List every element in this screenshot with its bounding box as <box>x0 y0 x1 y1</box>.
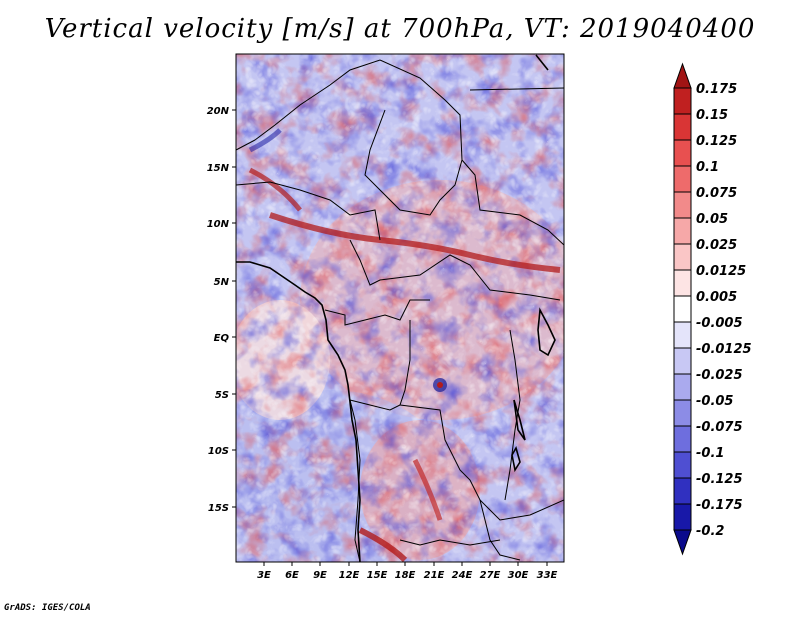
colorbar-segment <box>673 113 692 141</box>
lon-tick-label: 3E <box>257 570 271 581</box>
lat-tick-label: 15S <box>208 503 229 514</box>
colorbar-segment <box>673 503 692 531</box>
colorbar-label: 0.05 <box>696 212 728 227</box>
lat-tick-label: 5S <box>215 390 229 401</box>
colorbar-segment <box>673 451 692 479</box>
coastline <box>236 54 556 562</box>
colorbar-segment <box>673 477 692 505</box>
colorbar-label: -0.005 <box>696 316 743 331</box>
colorbar-segment <box>673 191 692 219</box>
colorbar-segment <box>673 217 692 245</box>
lon-tick-label: 33E <box>537 570 558 581</box>
colorbar: 0.175 0.15 0.125 0.1 0.075 0.05 0.025 0.0125 0.0… <box>673 62 752 556</box>
longitude-axis: 3E 6E 9E 12E 15E 18E 21E 24E 27E 30E 33E <box>257 562 558 581</box>
vertical-velocity-field <box>236 54 564 562</box>
colorbar-segment <box>673 373 692 401</box>
lon-tick-label: 21E <box>424 570 445 581</box>
lat-tick-label: 15N <box>207 163 230 174</box>
colorbar-label: -0.075 <box>696 420 743 435</box>
map-frame <box>235 53 565 563</box>
lon-tick-label: 6E <box>285 570 299 581</box>
chart-title: Vertical velocity [m/s] at 700hPa, VT: 2… <box>44 14 756 44</box>
colorbar-label: 0.125 <box>696 134 737 149</box>
colorbar-label: 0.0125 <box>696 264 746 279</box>
lon-tick-label: 30E <box>508 570 529 581</box>
colorbar-segment <box>673 347 692 375</box>
colorbar-label: 0.1 <box>696 160 719 175</box>
lon-tick-label: 12E <box>339 570 360 581</box>
colorbar-label: 0.025 <box>696 238 737 253</box>
latitude-axis: 20N 15N 10N 5N EQ 5S 10S 15S <box>207 106 236 514</box>
colorbar-segment <box>673 269 692 297</box>
colorbar-label: -0.175 <box>696 498 743 513</box>
colorbar-label: 0.075 <box>696 186 737 201</box>
colorbar-segment <box>673 165 692 193</box>
country-borders <box>236 59 564 562</box>
colorbar-segment <box>673 243 692 271</box>
colorbar-label: 0.15 <box>696 108 728 123</box>
colorbar-segment <box>673 87 692 115</box>
lon-tick-label: 18E <box>395 570 416 581</box>
lat-tick-label: 5N <box>214 277 230 288</box>
colorbar-segment <box>673 399 692 427</box>
colorbar-top-arrow <box>673 62 692 89</box>
colorbar-label: -0.025 <box>696 368 743 383</box>
colorbar-segment <box>673 295 692 323</box>
lon-tick-label: 9E <box>313 570 327 581</box>
colorbar-label: -0.125 <box>696 472 743 487</box>
lon-tick-label: 15E <box>367 570 388 581</box>
lat-tick-label: EQ <box>214 333 230 344</box>
colorbar-label: -0.0125 <box>696 342 752 357</box>
colorbar-label: -0.2 <box>696 524 724 539</box>
colorbar-label: -0.05 <box>696 394 733 409</box>
colorbar-bottom-arrow <box>673 529 692 556</box>
footer-credit: GrADS: IGES/COLA <box>4 603 91 613</box>
colorbar-label: 0.175 <box>696 82 737 97</box>
colorbar-label: 0.005 <box>696 290 737 305</box>
lat-tick-label: 20N <box>207 106 230 117</box>
colorbar-segment <box>673 425 692 453</box>
colorbar-segment <box>673 321 692 349</box>
lat-tick-label: 10S <box>208 446 229 457</box>
colorbar-segment <box>673 139 692 167</box>
lat-tick-label: 10N <box>207 219 230 230</box>
lon-tick-label: 27E <box>480 570 501 581</box>
lon-tick-label: 24E <box>452 570 473 581</box>
colorbar-label: -0.1 <box>696 446 724 461</box>
